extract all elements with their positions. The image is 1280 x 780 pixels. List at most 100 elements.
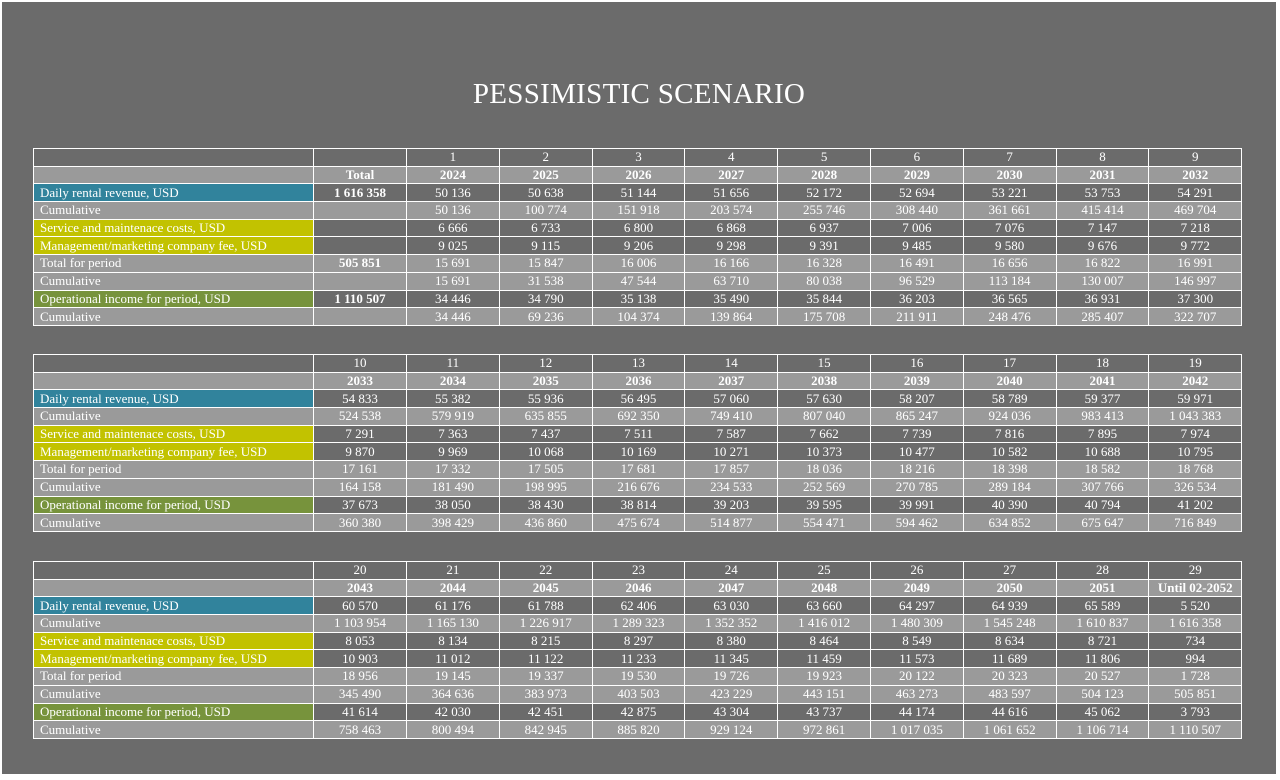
cell-value: 255 746	[777, 201, 871, 220]
cell-value: 10 903	[313, 649, 407, 669]
table-row-service-costs: Service and maintenace costs, USD 8 053 8 …	[33, 631, 1243, 651]
cell-value: 10 068	[498, 442, 593, 462]
period-number: 1	[406, 148, 500, 167]
year-row: 2033 2034 2035 2036 2037 2038 2039 2040 2041 2042	[33, 371, 1243, 391]
cell-value: 64 939	[962, 596, 1057, 616]
cell-value: 10 688	[1055, 442, 1150, 462]
cell-value: 41 202	[1148, 495, 1243, 515]
row-label: Total for period	[33, 254, 314, 273]
cell-value: 554 471	[777, 513, 871, 532]
scenario-table-1: 1 2 3 4 5 6 7 8 9 Total 2024 2025 2026 2027 2028 2029 20…	[33, 148, 1243, 326]
year-header: 2033	[313, 371, 407, 391]
cell-value: 10 373	[777, 442, 871, 462]
cell-value: 35 490	[684, 289, 779, 309]
cell-value: 16 991	[1148, 254, 1243, 273]
cell-value: 842 945	[498, 720, 593, 739]
cell-value: 19 530	[591, 667, 686, 686]
cell-value: 40 390	[962, 495, 1057, 515]
cell-value: 307 766	[1055, 477, 1150, 497]
year-header: 2025	[498, 165, 593, 185]
cell-value: 19 923	[777, 667, 871, 686]
period-number: 4	[684, 148, 779, 167]
cell-value: 7 739	[869, 424, 964, 444]
cell-value: 16 656	[962, 254, 1057, 273]
cell-value: 9 485	[869, 236, 964, 256]
cell-value: 113 184	[962, 271, 1057, 291]
cell-value: 18 768	[1148, 460, 1243, 479]
cell-value: 17 161	[313, 460, 407, 479]
year-header: 2038	[777, 371, 871, 391]
cell-value: 3 793	[1148, 702, 1243, 722]
period-number: 3	[591, 148, 686, 167]
cell-value: 322 707	[1148, 307, 1243, 326]
year-header: 2024	[406, 165, 500, 185]
cell-value: 55 936	[498, 389, 593, 409]
period-number: 19	[1148, 354, 1243, 373]
cell-value: 36 203	[869, 289, 964, 309]
cell-value: 47 544	[591, 271, 686, 291]
cell-value: 15 691	[406, 254, 500, 273]
cell-value: 38 430	[498, 495, 593, 515]
cell-value: 39 203	[684, 495, 779, 515]
row-label: Service and maintenace costs, USD	[33, 631, 314, 651]
cell-value: 383 973	[498, 684, 593, 704]
cell-value: 58 789	[962, 389, 1057, 409]
table-row-operational-income: Operational income for period, USD 37 673…	[33, 495, 1243, 515]
period-number: 5	[777, 148, 871, 167]
cell-value: 37 300	[1148, 289, 1243, 309]
year-header: 2039	[869, 371, 964, 391]
period-number-row: 20 21 22 23 24 25 26 27 28 29	[33, 561, 1243, 580]
table-row-cumulative-revenue: Cumulative 50 136 100 774 151 918 203 574 255…	[33, 201, 1243, 220]
cell-value: 360 380	[313, 513, 407, 532]
cell-value: 63 660	[777, 596, 871, 616]
period-number: 18	[1055, 354, 1150, 373]
cell-value: 40 794	[1055, 495, 1150, 515]
scenario-table-2: 10 11 12 13 14 15 16 17 18 19 2033 2034 2035 2036 2037…	[33, 354, 1243, 532]
year-header: 2028	[777, 165, 871, 185]
cell-value: 11 345	[684, 649, 779, 669]
table-row-total-for-period: Total for period 505 851 15 691 15 847 16 00…	[33, 254, 1243, 273]
year-header: Until 02-2052	[1148, 578, 1243, 598]
total-value	[313, 236, 407, 256]
cell-value: 11 573	[869, 649, 964, 669]
table-row-service-costs: Service and maintenace costs, USD 7 291 7 …	[33, 424, 1243, 444]
period-number: 22	[498, 561, 593, 580]
period-number: 13	[591, 354, 686, 373]
year-header: 2044	[406, 578, 500, 598]
cell-value: 50 638	[498, 183, 593, 203]
cell-value: 58 207	[869, 389, 964, 409]
year-header: 2042	[1148, 371, 1243, 391]
cell-value: 1 106 714	[1055, 720, 1150, 739]
cell-value: 55 382	[406, 389, 500, 409]
cell-value: 69 236	[498, 307, 593, 326]
period-number: 24	[684, 561, 779, 580]
total-value	[313, 201, 407, 220]
cell-value: 15 847	[498, 254, 593, 273]
row-label: Cumulative	[33, 201, 314, 220]
cell-value: 10 169	[591, 442, 686, 462]
period-number: 21	[406, 561, 500, 580]
period-number: 6	[869, 148, 964, 167]
header-blank	[33, 354, 314, 373]
period-number: 28	[1055, 561, 1150, 580]
row-label: Cumulative	[33, 614, 314, 633]
cell-value: 929 124	[684, 720, 779, 739]
period-number: 9	[1148, 148, 1243, 167]
row-label: Operational income for period, USD	[33, 289, 314, 309]
cell-value: 42 875	[591, 702, 686, 722]
cell-value: 8 549	[869, 631, 964, 651]
row-label: Total for period	[33, 667, 314, 686]
cell-value: 8 721	[1055, 631, 1150, 651]
total-value: 1 110 507	[313, 289, 407, 309]
cell-value: 475 674	[591, 513, 686, 532]
cell-value: 63 030	[684, 596, 779, 616]
cell-value: 6 937	[777, 218, 871, 238]
cell-value: 1 480 309	[869, 614, 964, 633]
cell-value: 524 538	[313, 407, 407, 426]
cell-value: 248 476	[962, 307, 1057, 326]
header-blank	[33, 371, 314, 391]
cell-value: 19 337	[498, 667, 593, 686]
cell-value: 18 956	[313, 667, 407, 686]
cell-value: 1 728	[1148, 667, 1243, 686]
cell-value: 42 030	[406, 702, 500, 722]
